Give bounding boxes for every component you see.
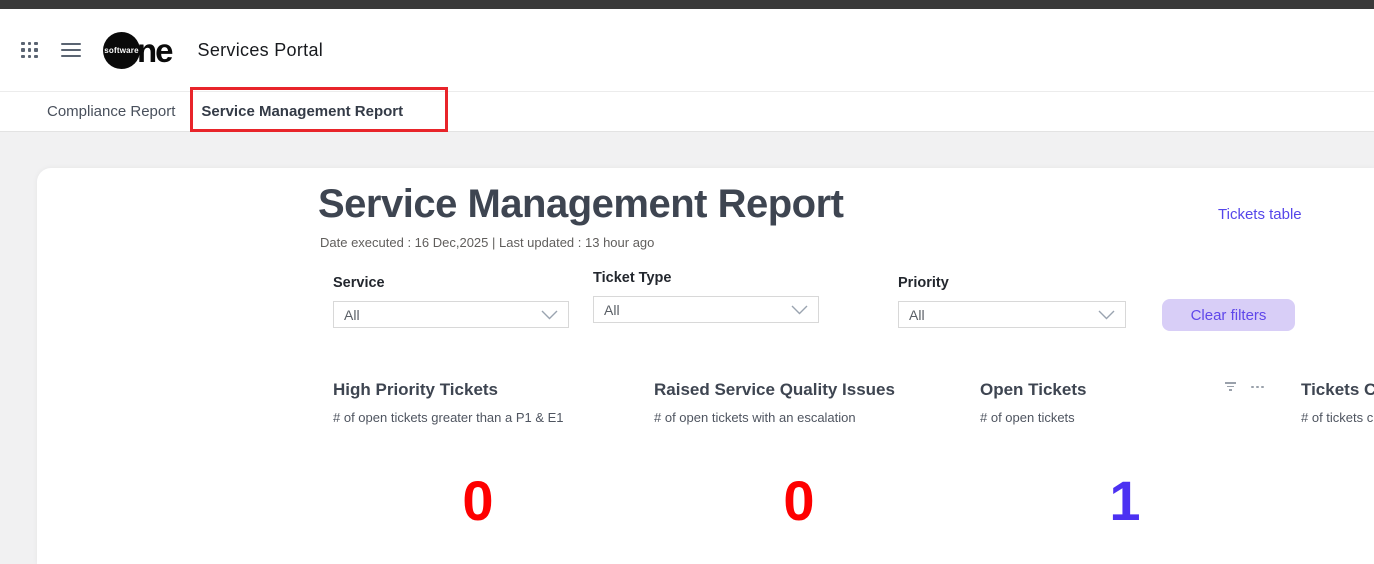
kpi-subtitle: # of open tickets greater than a P1 & E1 (333, 410, 564, 425)
app-title: Services Portal (197, 39, 324, 60)
visual-header-icons (1225, 382, 1264, 392)
logo-circle: software (103, 31, 140, 69)
filter-service: Service All (333, 275, 569, 328)
logo-text: ne (137, 31, 173, 69)
kpi-subtitle: # of open tickets with an escalation (654, 410, 856, 425)
waffle-menu-icon[interactable] (21, 41, 38, 59)
kpi-value: 1 (1109, 469, 1141, 532)
filter-ticket-type-value: All (604, 301, 620, 318)
browser-top-bar (0, 0, 1374, 9)
clear-filters-button[interactable]: Clear filters (1162, 299, 1295, 331)
filter-ticket-type-dropdown[interactable]: All (593, 296, 819, 323)
chevron-down-icon (791, 305, 808, 314)
chevron-down-icon (541, 310, 558, 319)
visual-filter-icon[interactable] (1225, 382, 1236, 392)
more-options-icon[interactable] (1251, 385, 1264, 389)
kpi-card-open-tickets: Open Tickets # of open tickets 1 (980, 380, 1270, 530)
kpi-title: Raised Service Quality Issues (654, 380, 895, 399)
page-title: Service Management Report (318, 182, 844, 226)
filter-ticket-type: Ticket Type All (593, 270, 819, 323)
chevron-down-icon (1098, 310, 1115, 319)
report-tab-bar: Compliance Report Service Management Rep… (0, 91, 1374, 132)
softwareone-logo[interactable]: software ne (103, 31, 173, 69)
report-canvas: Service Management Report Date executed … (37, 168, 1374, 564)
filter-ticket-type-label: Ticket Type (593, 270, 672, 286)
kpi-value: 0 (783, 469, 815, 532)
filter-priority-value: All (909, 306, 925, 323)
filter-priority: Priority All (898, 275, 1126, 328)
tickets-table-link[interactable]: Tickets table (1218, 206, 1302, 223)
kpi-value: 0 (462, 469, 494, 532)
kpi-subtitle: # of tickets c (1301, 410, 1374, 425)
tab-service-management-report[interactable]: Service Management Report (201, 103, 404, 120)
kpi-title: Tickets C (1301, 380, 1374, 399)
kpi-title: High Priority Tickets (333, 380, 499, 399)
kpi-card-tickets-closed-truncated: Tickets C # of tickets c (1301, 380, 1374, 425)
hamburger-menu-icon[interactable] (61, 42, 81, 58)
filter-service-label: Service (333, 275, 385, 291)
filter-priority-dropdown[interactable]: All (898, 301, 1126, 328)
kpi-title: Open Tickets (980, 380, 1087, 399)
tab-compliance-report[interactable]: Compliance Report (47, 103, 176, 120)
kpi-card-high-priority-tickets: High Priority Tickets # of open tickets … (333, 380, 623, 530)
kpi-subtitle: # of open tickets (980, 410, 1075, 425)
filter-service-value: All (344, 306, 360, 323)
kpi-card-raised-service-quality-issues: Raised Service Quality Issues # of open … (654, 380, 944, 530)
app-header: software ne Services Portal (0, 9, 1374, 91)
report-meta: Date executed : 16 Dec,2025 | Last updat… (320, 235, 655, 250)
filter-service-dropdown[interactable]: All (333, 301, 569, 328)
filter-priority-label: Priority (898, 275, 949, 291)
